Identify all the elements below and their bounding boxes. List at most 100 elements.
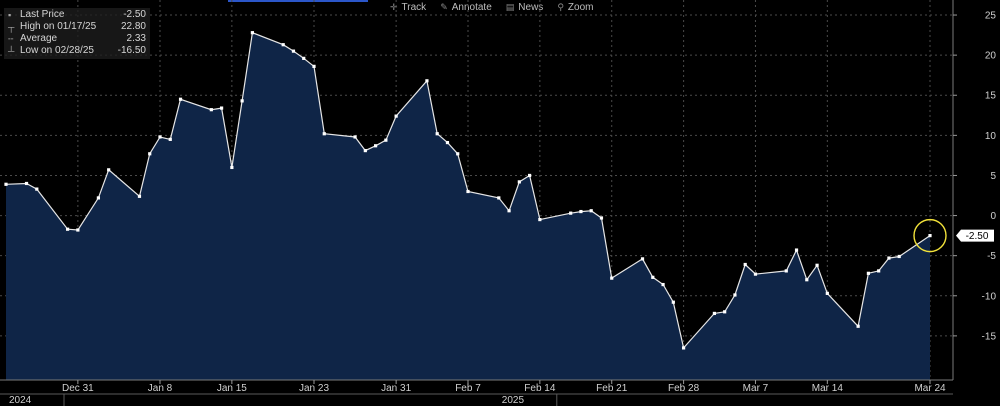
track-button[interactable]: ✛ Track (390, 2, 426, 13)
data-point (651, 275, 655, 279)
data-point (528, 173, 532, 178)
data-point (35, 187, 39, 191)
news-button[interactable]: ▤ News (506, 2, 544, 13)
y-tick-label: 10 (985, 131, 997, 142)
legend-row-high: ┬ High on 01/17/25 22.80 (8, 21, 146, 33)
data-point (784, 269, 788, 273)
data-point (723, 310, 727, 314)
data-point (507, 209, 511, 213)
last-value-tag: -2.50 (956, 229, 994, 242)
legend-value: -16.50 (117, 45, 146, 56)
data-point (497, 196, 501, 200)
data-point (805, 278, 809, 282)
y-tick-label: -5 (987, 251, 996, 262)
data-point (394, 114, 398, 118)
crosshair-icon: ✛ (390, 2, 398, 12)
last-point-highlight-circle (913, 218, 947, 253)
data-point (168, 137, 172, 141)
data-point (928, 234, 932, 238)
legend-value: 22.80 (120, 21, 146, 32)
legend-label: Average (20, 33, 58, 44)
x-tick-label: Mar 14 (812, 383, 844, 394)
average-marker-icon: ╌ (8, 34, 14, 44)
data-point (753, 272, 758, 276)
last-price-marker-icon: ▪ (8, 10, 12, 20)
chart-legend: ▪ Last Price -2.50 ┬ High on 01/17/25 22… (4, 8, 150, 59)
data-points (4, 31, 932, 350)
data-point (137, 194, 142, 198)
data-point (148, 152, 152, 156)
y-tick-label: -15 (982, 331, 997, 342)
high-marker-icon: ┬ (8, 22, 15, 32)
data-point (897, 254, 901, 259)
data-point (456, 152, 460, 156)
data-point (107, 168, 111, 172)
legend-value: -2.50 (123, 9, 146, 20)
area-fill (6, 32, 930, 380)
x-tick-label: Jan 31 (381, 383, 411, 394)
data-point (24, 181, 29, 186)
y-tick-label: 0 (990, 211, 996, 222)
low-marker-icon: ┴ (8, 46, 15, 56)
zoom-label: Zoom (567, 2, 594, 13)
data-point (291, 49, 296, 53)
data-point (682, 346, 686, 350)
data-point (466, 189, 470, 194)
data-point (220, 106, 224, 110)
x-tick-label: Mar 24 (914, 383, 946, 394)
legend-row-average: ╌ Average 2.33 (8, 33, 146, 45)
data-point (815, 263, 819, 267)
data-point (230, 165, 234, 170)
x-tick-label: Jan 8 (148, 383, 173, 394)
data-point (671, 300, 675, 304)
x-tick-label: Dec 31 (62, 383, 94, 394)
legend-value: 2.33 (126, 33, 146, 44)
data-point (866, 271, 870, 275)
data-point (158, 135, 162, 139)
data-point (250, 31, 254, 35)
accent-bar (228, 0, 368, 2)
data-point (825, 291, 829, 295)
data-point (712, 311, 716, 316)
legend-label: Low on 02/28/25 (20, 45, 94, 56)
data-point (96, 196, 100, 200)
annotate-button[interactable]: ✎ Annotate (440, 2, 492, 13)
x-tick-label: Mar 7 (743, 383, 769, 394)
data-point (640, 257, 645, 261)
y-tick-label: 25 (985, 11, 997, 22)
data-point (4, 182, 8, 186)
data-point (599, 216, 604, 220)
data-point (302, 56, 306, 60)
data-point (178, 97, 183, 101)
legend-row-last-price: ▪ Last Price -2.50 (8, 9, 146, 21)
data-point (353, 135, 357, 139)
news-icon: ▤ (505, 2, 515, 12)
data-point (856, 324, 860, 328)
y-tick-label: 5 (990, 171, 996, 182)
year-label: 2024 (9, 395, 32, 406)
y-tick-label: 15 (985, 91, 997, 102)
data-point (209, 108, 213, 112)
data-point (425, 79, 429, 83)
data-point (363, 148, 367, 153)
data-point (538, 217, 542, 222)
chart-toolbar: ✛ Track ✎ Annotate ▤ News ⚲ Zoom (390, 0, 593, 15)
legend-label: High on 01/17/25 (20, 21, 97, 32)
x-tick-label: Jan 23 (299, 383, 329, 394)
magnifier-icon: ⚲ (557, 2, 564, 12)
data-point (661, 282, 665, 287)
data-point (517, 180, 521, 184)
data-point (743, 262, 747, 267)
x-tick-label: Feb 21 (596, 383, 628, 394)
legend-label: Last Price (20, 9, 65, 20)
data-point (887, 256, 891, 260)
x-tick-label: Feb 28 (668, 383, 700, 394)
data-point (589, 209, 593, 213)
data-point (312, 64, 316, 68)
zoom-button[interactable]: ⚲ Zoom (557, 2, 593, 13)
data-point (794, 248, 799, 252)
last-value-tag-bg (956, 229, 994, 242)
data-point (240, 99, 244, 103)
news-label: News (518, 2, 544, 13)
